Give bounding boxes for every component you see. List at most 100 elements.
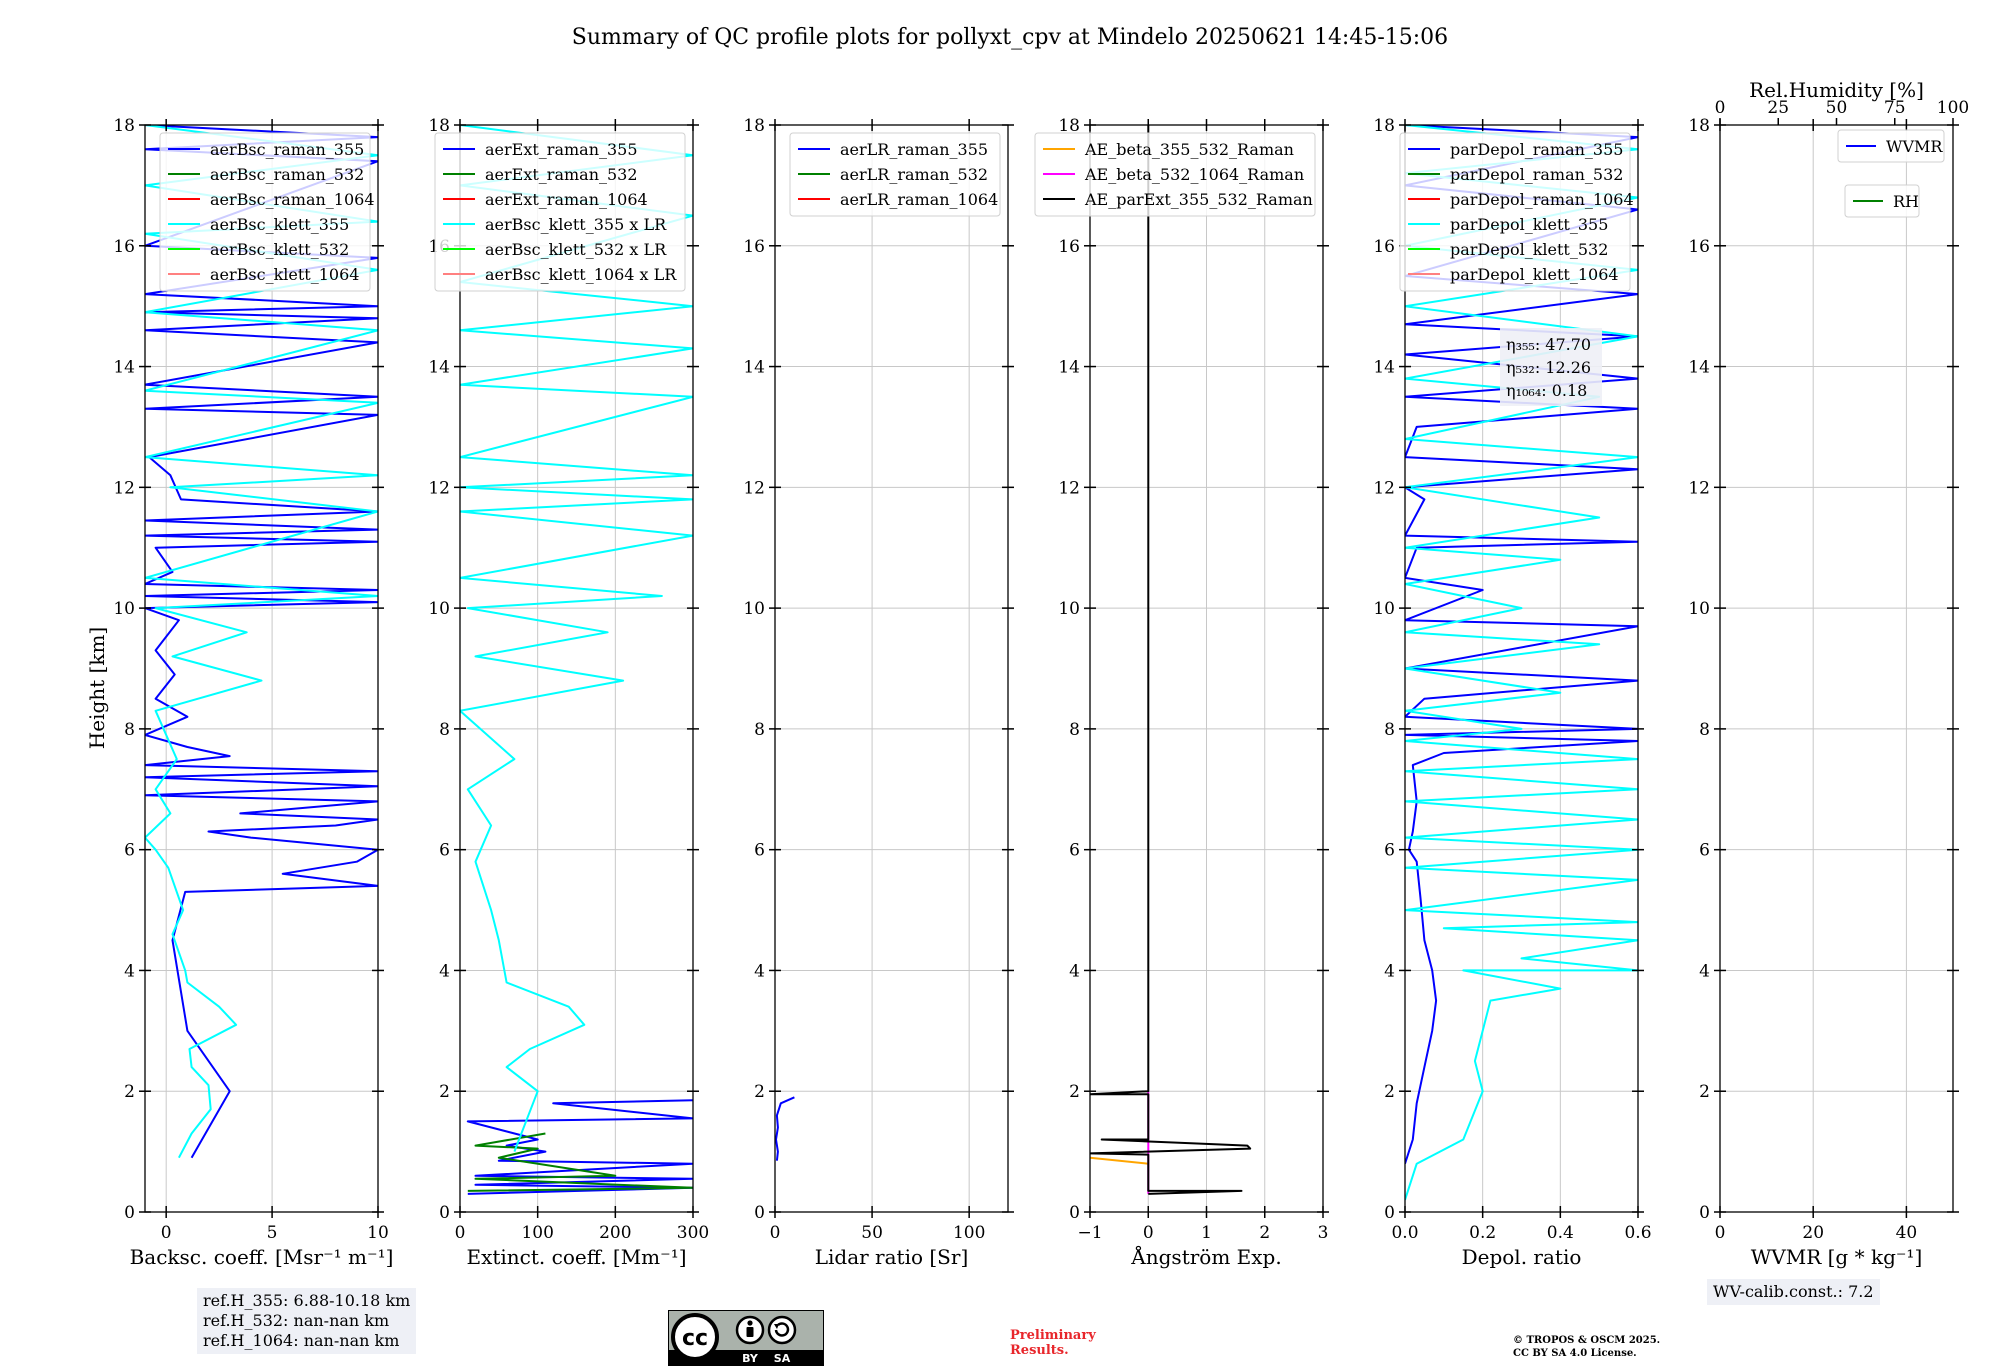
y-tick-label: 12 (1058, 478, 1080, 498)
y-tick-label: 6 (439, 841, 450, 861)
y-tick-label: 10 (743, 599, 765, 619)
legend-label: aerLR_raman_1064 (840, 190, 998, 209)
preliminary-line-2: Results. (1010, 1343, 1069, 1358)
x-tick-label: 5 (267, 1223, 278, 1243)
depol-eta-annotation: η₃₅₅: 47.70 η₅₃₂: 12.26 η₁₀₆₄: 0.18 (1500, 328, 1602, 406)
y-tick-label: 2 (439, 1082, 450, 1102)
copyright-note: © TROPOS & OSCM 2025. CC BY SA 4.0 Licen… (1513, 1334, 1660, 1360)
x-axis-label: Depol. ratio (1462, 1245, 1582, 1269)
legend-label: parDepol_raman_1064 (1450, 190, 1634, 209)
panel-depolarization: 0 2 4 6 8 10 12 14 16 18 0.0 0.2 0.4 0.6 Depol. ratio p… (1373, 116, 1651, 1269)
legend: aerExt_raman_355 aerExt_raman_532 aerExt_r… (434, 132, 686, 292)
y-tick-label: 16 (743, 237, 765, 257)
preliminary-line-1: Preliminary (1010, 1328, 1096, 1343)
legend: aerLR_raman_355 aerLR_raman_532 aerLR_rama… (789, 132, 1001, 217)
y-tick-label: 16 (1058, 237, 1080, 257)
badge-sa-label: SA (774, 1352, 791, 1365)
x-tick-label: 100 (521, 1223, 553, 1243)
y-tick-label: 8 (1384, 720, 1395, 740)
x-axis-label: Lidar ratio [Sr] (815, 1245, 969, 1269)
legend-label: AE_beta_355_532_Raman (1084, 140, 1294, 159)
y-tick-label: 4 (124, 961, 135, 981)
y-tick-label: 14 (1688, 358, 1710, 378)
axes-frame (1404, 124, 1639, 1213)
y-tick-label: 0 (1069, 1203, 1080, 1223)
legend-label: parDepol_raman_355 (1450, 140, 1623, 159)
legend-label: aerBsc_raman_355 (210, 140, 364, 159)
y-axis-label: Height [km] (85, 627, 109, 749)
badge-by-label: BY (742, 1352, 759, 1365)
y-tick-label: 18 (113, 116, 135, 136)
preliminary-results-note: Preliminary Results. (1010, 1328, 1096, 1358)
y-tick-label: 14 (1058, 358, 1080, 378)
y-tick-label: 12 (743, 478, 765, 498)
x-tick-label: 0 (1143, 1223, 1154, 1243)
y-tick-label: 10 (428, 599, 450, 619)
y-tick-label: 2 (1384, 1082, 1395, 1102)
legend: parDepol_raman_355 parDepol_raman_532 parD… (1399, 132, 1634, 292)
y-tick-label: 2 (1069, 1082, 1080, 1102)
x-tick-label: 0.0 (1391, 1223, 1418, 1243)
legend-label: aerBsc_klett_355 x LR (485, 215, 667, 234)
y-tick-label: 4 (754, 961, 765, 981)
x2-tick-label: 100 (1937, 98, 1969, 118)
y-tick-label: 4 (1069, 961, 1080, 981)
y-tick-label: 0 (1384, 1203, 1395, 1223)
svg-text:cc: cc (682, 1326, 708, 1351)
x2-axis-label: Rel.Humidity [%] (1749, 78, 1924, 102)
x-tick-label: 0 (1715, 1223, 1726, 1243)
x2-tick-label: 75 (1884, 98, 1906, 118)
legend-rh: RH (1844, 184, 1920, 218)
series-line-aerext-raman-532 (467, 1132, 693, 1192)
y-tick-label: 2 (1699, 1082, 1710, 1102)
y-tick-label: 18 (428, 116, 450, 136)
wv-calibration-box: WV-calib.const.: 7.2 (1707, 1279, 1880, 1305)
x-tick-label: 40 (1896, 1223, 1918, 1243)
x-tick-label: 300 (677, 1223, 709, 1243)
legend-label: aerLR_raman_532 (840, 165, 988, 184)
legend-box (1034, 132, 1316, 217)
legend-label: aerExt_raman_355 (485, 140, 638, 159)
legend-label: aerBsc_raman_1064 (210, 190, 375, 209)
y-tick-label: 0 (124, 1203, 135, 1223)
y-tick-label: 10 (1688, 599, 1710, 619)
x-tick-label: 50 (861, 1223, 883, 1243)
axes-frame (1719, 124, 1954, 1213)
series-line-aerbsc-klett-355 (145, 125, 378, 1159)
y-tick-label: 8 (439, 720, 450, 740)
wv-calibration-text: WV-calib.const.: 7.2 (1713, 1282, 1874, 1301)
legend-wvmr: WVMR (1837, 129, 1945, 163)
x2-tick-label: 25 (1767, 98, 1789, 118)
y-tick-label: 0 (439, 1203, 450, 1223)
x-tick-label: −1 (1077, 1223, 1102, 1243)
series-group (460, 125, 693, 1195)
legend-label: AE_parExt_355_532_Raman (1084, 190, 1313, 209)
y-tick-label: 8 (1699, 720, 1710, 740)
series-group (775, 1096, 795, 1161)
cc-icon (671, 1313, 719, 1361)
x-axis-label: WVMR [g * kg⁻¹] (1751, 1245, 1923, 1269)
legend-box (1399, 132, 1631, 292)
series-group (1090, 125, 1252, 1195)
x-tick-label: 20 (1802, 1223, 1824, 1243)
series-line-ae-beta-355-532-raman (1090, 1156, 1149, 1165)
y-tick-label: 18 (1688, 116, 1710, 136)
y-tick-label: 12 (428, 478, 450, 498)
y-tick-label: 4 (439, 961, 450, 981)
axes-frame (459, 124, 694, 1213)
x-tick-label: 0 (770, 1223, 781, 1243)
legend-box (789, 132, 1001, 217)
legend-label: aerExt_raman_1064 (485, 190, 648, 209)
x-tick-label: 0.6 (1624, 1223, 1651, 1243)
series-line-aerlr-raman-355 (775, 1096, 795, 1161)
legend-box (159, 132, 371, 292)
legend-label: parDepol_klett_532 (1450, 240, 1608, 259)
x-axis-label: Extinct. coeff. [Mm⁻¹] (466, 1245, 686, 1269)
y-tick-label: 16 (1688, 237, 1710, 257)
y-tick-label: 12 (113, 478, 135, 498)
y-tick-label: 16 (1373, 237, 1395, 257)
